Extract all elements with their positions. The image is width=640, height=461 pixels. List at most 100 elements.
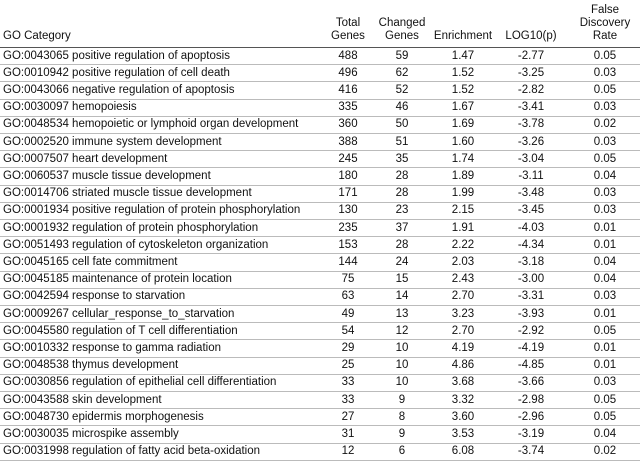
value-cell: 46 — [395, 101, 409, 114]
row-rule — [0, 459, 640, 461]
category-cell: GO:0060537 muscle tissue development — [3, 169, 211, 182]
value-cell: 0.05 — [593, 410, 617, 423]
category-cell: GO:0009267 cellular_response_to_starvati… — [3, 307, 235, 320]
value-cell: -3.26 — [517, 135, 545, 148]
value-cell: 62 — [395, 66, 409, 79]
value-cell: -2.92 — [517, 324, 545, 337]
value-cell: 24 — [395, 255, 409, 268]
value-cell: 4.86 — [451, 359, 475, 372]
value-cell: 0.02 — [593, 445, 617, 458]
value-cell: 2.70 — [451, 290, 475, 303]
value-cell: 9 — [398, 427, 406, 440]
category-cell: GO:0001934 positive regulation of protei… — [3, 204, 301, 217]
value-cell: 235 — [338, 221, 358, 234]
value-cell: -3.78 — [517, 118, 545, 131]
category-cell: GO:0051493 regulation of cytoskeleton or… — [3, 238, 269, 251]
value-cell: 15 — [395, 273, 409, 286]
category-cell: GO:0010942 positive regulation of cell d… — [3, 66, 230, 79]
value-cell: 25 — [341, 359, 355, 372]
value-cell: 33 — [341, 393, 355, 406]
value-cell: 6 — [398, 445, 406, 458]
value-cell: 3.32 — [451, 393, 475, 406]
value-cell: 28 — [395, 169, 409, 182]
value-cell: 0.05 — [593, 83, 617, 96]
value-cell: 0.03 — [593, 204, 617, 217]
row-rule — [0, 408, 640, 410]
category-cell: GO:0010332 response to gamma radiation — [3, 341, 221, 354]
value-cell: 59 — [395, 49, 409, 62]
row-rule — [0, 322, 640, 324]
header-cell: Genes — [331, 30, 365, 42]
value-cell: 0.05 — [593, 324, 617, 337]
category-cell: GO:0030035 microspike assembly — [3, 427, 179, 440]
row-rule — [0, 391, 640, 392]
category-cell: GO:0001932 regulation of protein phospho… — [3, 221, 259, 234]
value-cell: 335 — [338, 101, 358, 114]
row-rule — [0, 219, 640, 220]
row-rule — [0, 64, 640, 66]
category-cell: GO:0043588 skin development — [3, 393, 162, 406]
value-cell: 35 — [395, 152, 409, 165]
value-cell: 23 — [395, 204, 409, 217]
value-cell: 6.08 — [451, 445, 475, 458]
value-cell: 0.01 — [593, 307, 617, 320]
value-cell: 10 — [395, 341, 409, 354]
category-cell: GO:0043065 positive regulation of apopto… — [3, 49, 230, 62]
row-rule — [0, 305, 640, 306]
row-rule — [0, 253, 640, 255]
value-cell: 360 — [338, 118, 358, 131]
header-rule — [0, 47, 640, 48]
row-rule — [0, 356, 640, 358]
value-cell: 153 — [338, 238, 358, 251]
category-cell: GO:0048538 thymus development — [3, 359, 179, 372]
category-cell: GO:0043066 negative regulation of apopto… — [3, 83, 235, 96]
value-cell: 51 — [395, 135, 409, 148]
value-cell: 0.03 — [593, 135, 617, 148]
value-cell: -2.98 — [517, 393, 545, 406]
value-cell: 50 — [395, 118, 409, 131]
value-cell: -4.19 — [517, 341, 545, 354]
value-cell: 10 — [395, 376, 409, 389]
value-cell: 1.60 — [451, 135, 475, 148]
row-rule — [0, 133, 640, 134]
value-cell: -4.85 — [517, 359, 545, 372]
header-cell: Rate — [592, 30, 618, 42]
row-rule — [0, 184, 640, 186]
value-cell: 1.89 — [451, 169, 475, 182]
category-cell: GO:0030097 hemopoiesis — [3, 101, 137, 114]
value-cell: 75 — [341, 273, 355, 286]
value-cell: 416 — [338, 83, 358, 96]
value-cell: -3.04 — [517, 152, 545, 165]
value-cell: 130 — [338, 204, 358, 217]
value-cell: 2.43 — [451, 273, 475, 286]
value-cell: -3.45 — [517, 204, 545, 217]
value-cell: 3.60 — [451, 410, 475, 423]
value-cell: -4.03 — [517, 221, 545, 234]
category-cell: GO:0045165 cell fate commitment — [3, 255, 178, 268]
row-rule — [0, 425, 640, 427]
value-cell: 33 — [341, 376, 355, 389]
value-cell: 171 — [338, 187, 358, 200]
header-cell: False — [590, 4, 620, 16]
row-rule — [0, 442, 640, 444]
value-cell: -3.11 — [518, 169, 544, 182]
header-cell: Total — [335, 17, 361, 29]
value-cell: 3.23 — [451, 307, 475, 320]
value-cell: 0.03 — [593, 101, 617, 114]
header-cell: Changed — [378, 17, 426, 29]
value-cell: 0.05 — [593, 152, 617, 165]
header-cell: Enrichment — [433, 30, 493, 42]
category-cell: GO:0045185 maintenance of protein locati… — [3, 273, 232, 286]
value-cell: -3.48 — [517, 187, 545, 200]
value-cell: -3.41 — [517, 101, 545, 114]
value-cell: 1.91 — [451, 221, 475, 234]
value-cell: 1.67 — [451, 101, 475, 114]
row-rule — [0, 287, 640, 289]
value-cell: 3.53 — [451, 427, 475, 440]
value-cell: -2.77 — [517, 49, 545, 62]
value-cell: 0.04 — [593, 273, 617, 286]
value-cell: 1.52 — [451, 66, 475, 79]
value-cell: -2.82 — [517, 83, 545, 96]
value-cell: 144 — [338, 255, 358, 268]
value-cell: 0.04 — [593, 255, 617, 268]
